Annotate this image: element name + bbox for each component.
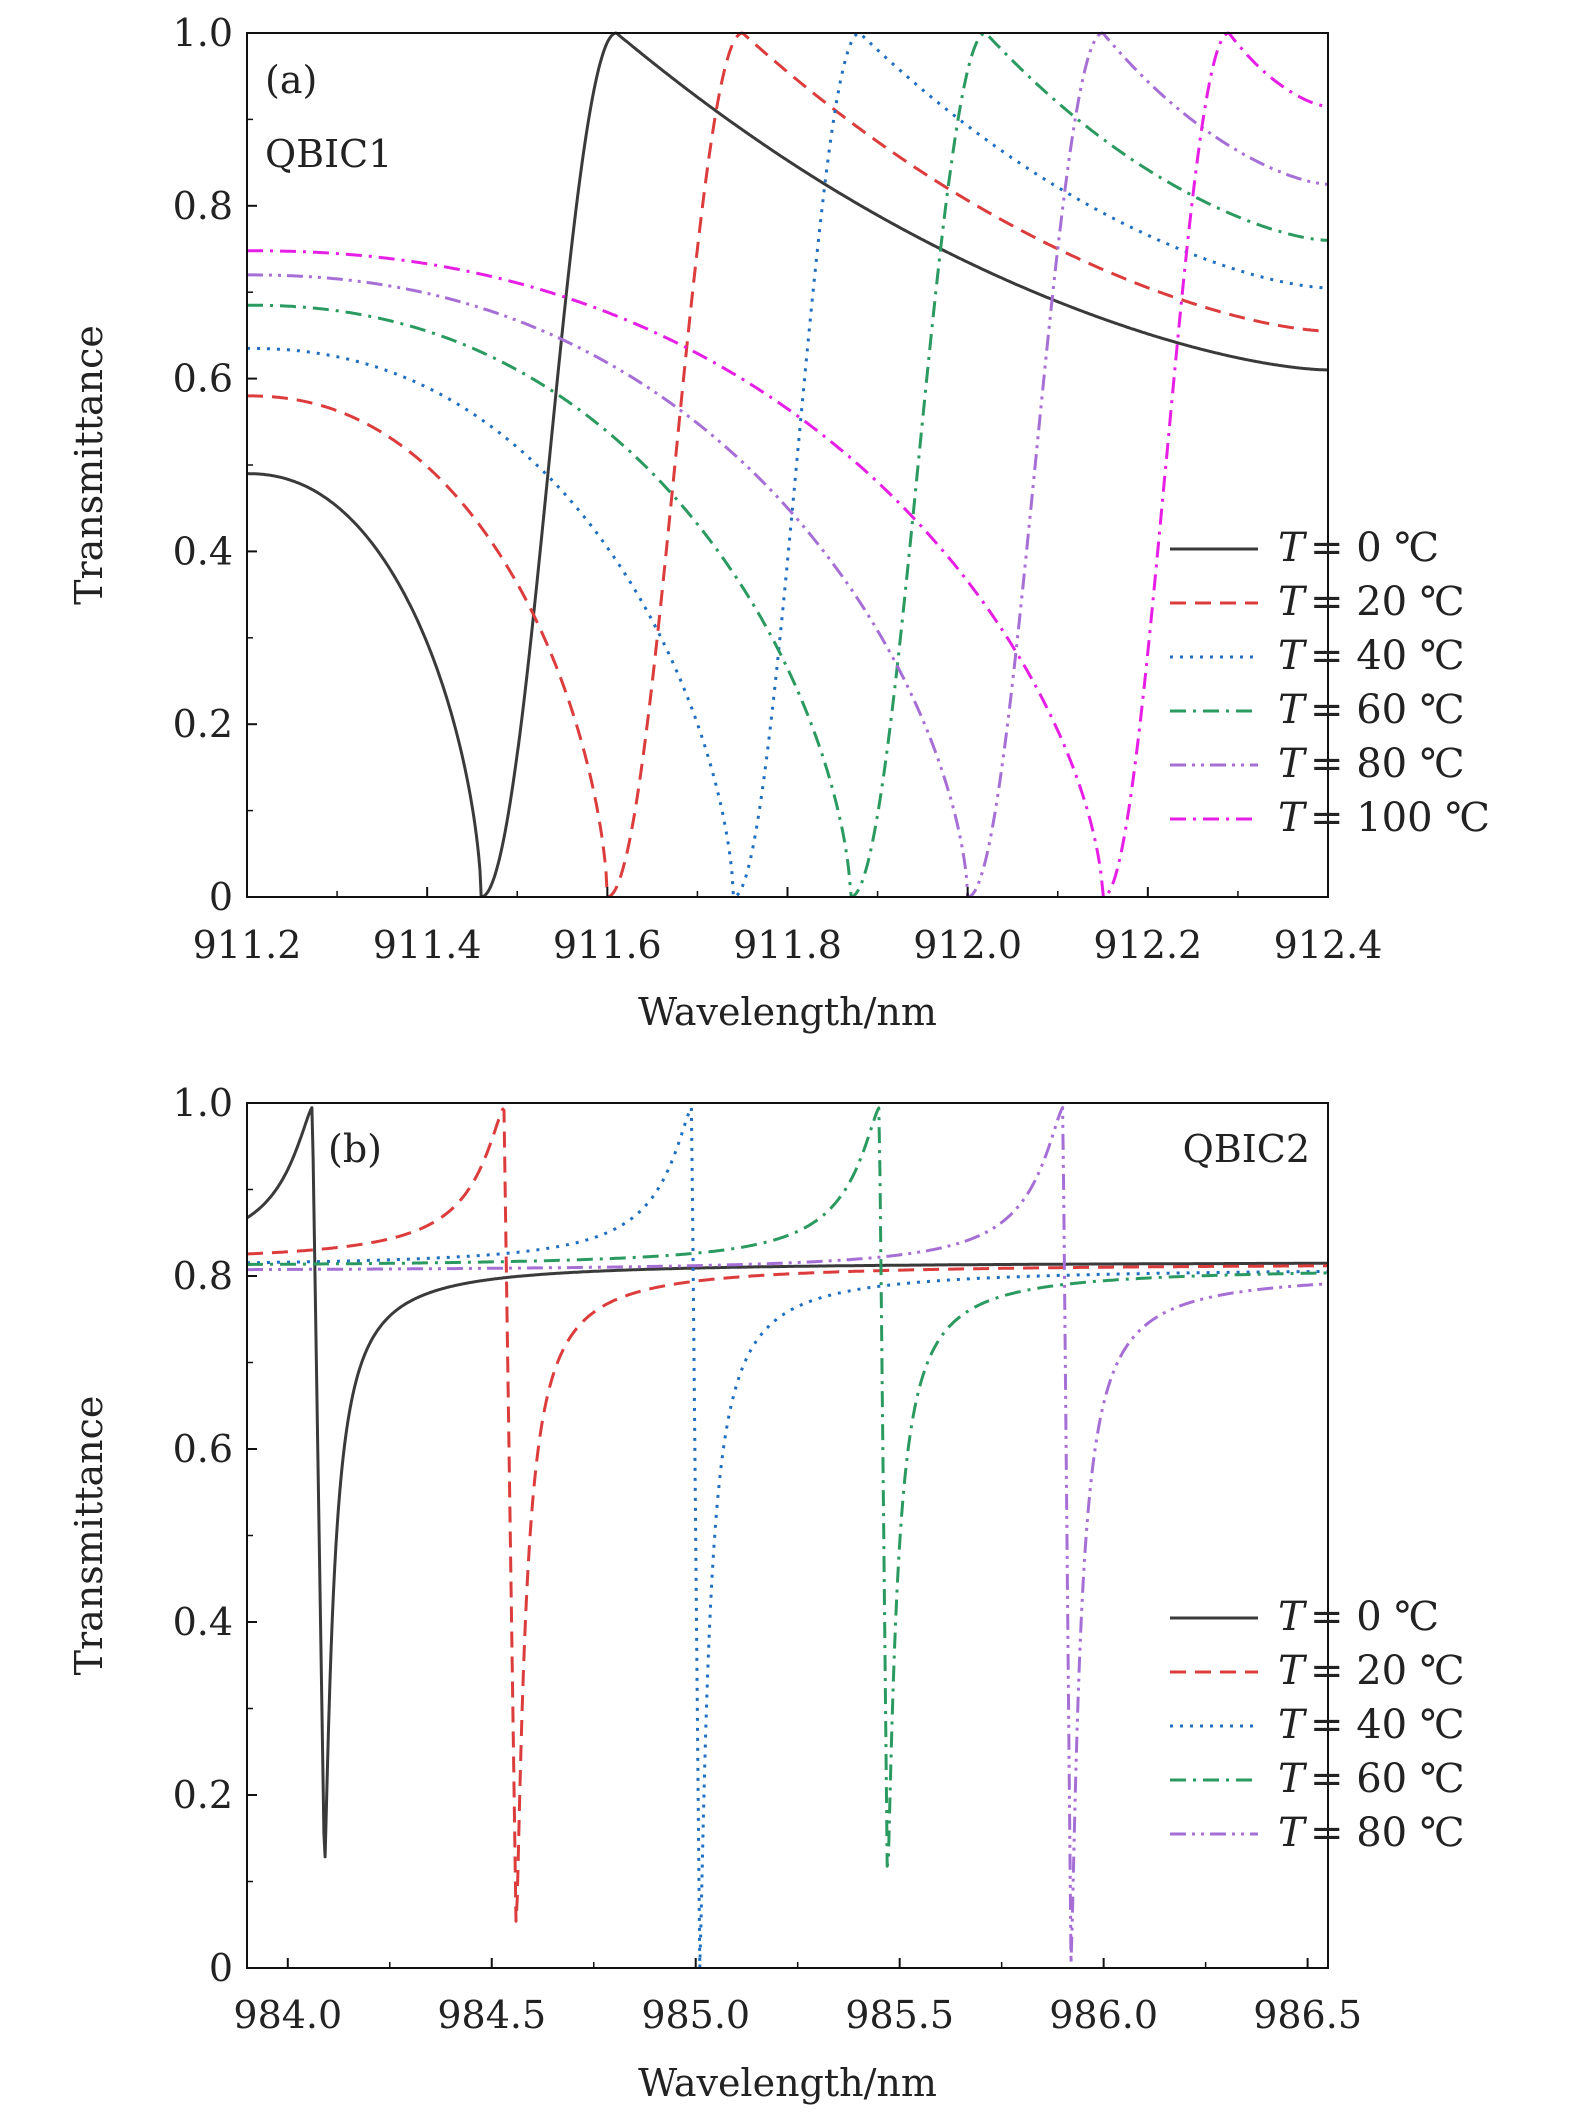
panel-b-legend-label-3: = 60 ℃ [1310,1756,1465,1802]
panel-a-ticks: 911.2 911.4 911.6 911.8 912.0 912.2 912.4 0 0.2 0… [173,11,1383,967]
panel-b-ticks: 984.0 984.5 985.0 985.5 986.0 986.5 0 0.2 0.4 0.6… [173,1081,1362,2037]
panel-a-legend-label-5: = 100 ℃ [1310,795,1490,841]
panel-b-legend: T = 0 ℃T = 20 ℃T = 40 ℃T = 60 ℃T = 80 ℃ [1170,1594,1465,1856]
panel-b-x-tick-label-3: 985.5 [845,1993,954,2037]
panel-a-series-line-5 [247,31,1328,897]
panel-a-legend-symbol-3: T [1278,687,1308,733]
panel-a-label: (a) [265,58,317,102]
panel-a-legend-symbol-5: T [1278,795,1308,841]
panel-b-x-tick-label-4: 986.0 [1049,1993,1158,2037]
panel-a-series-line-4 [247,31,1328,897]
panel-a-x-tick-label-0: 911.2 [193,923,302,967]
panel-b-legend-symbol-2: T [1278,1702,1308,1748]
panel-a-plot-frame [246,32,1329,898]
panel-a-y-axis-label: Transmittance [67,325,111,605]
panel-a-legend-label-2: = 40 ℃ [1310,633,1465,679]
panel-a-x-tick-label-5: 912.2 [1093,923,1202,967]
panel-a-x-tick-label-6: 912.4 [1274,923,1383,967]
panel-a-annotation: QBIC1 [265,132,392,176]
panel-b-legend-symbol-4: T [1278,1810,1308,1856]
panel-b-x-tick-label-1: 984.5 [437,1993,546,2037]
panel-a-series-line-2 [247,31,1328,897]
panel-b-series-lines [247,1106,1328,1968]
panel-a-legend: T = 0 ℃T = 20 ℃T = 40 ℃T = 60 ℃T = 80 ℃T = 100… [1170,525,1490,841]
panel-a-legend-label-1: = 20 ℃ [1310,579,1465,625]
panel-a-legend-symbol-1: T [1278,579,1308,625]
panel-b-x-tick-label-0: 984.0 [233,1993,342,2037]
panel-a-x-tick-label-1: 911.4 [373,923,482,967]
panel-b-legend-symbol-0: T [1278,1594,1308,1640]
panel-a-legend-label-4: = 80 ℃ [1310,741,1465,787]
panel-a-y-tick-label-5: 1.0 [173,11,233,55]
panel-a-y-tick-label-4: 0.8 [173,184,233,228]
panel-a-y-tick-label-0: 0 [209,875,233,919]
panel-a-x-axis-label: Wavelength/nm [638,990,937,1034]
panel-b: 984.0 984.5 985.0 985.5 986.0 986.5 0 0.2 0.4 0.6… [67,1081,1465,2105]
panel-a-x-tick-label-2: 911.6 [553,923,662,967]
panel-b-legend-label-0: = 0 ℃ [1310,1594,1439,1640]
panel-b-y-tick-label-4: 0.8 [173,1254,233,1298]
panel-b-y-tick-label-3: 0.6 [173,1427,233,1471]
panel-b-series-line-1 [247,1107,1328,1923]
panel-a-y-tick-label-3: 0.6 [173,357,233,401]
panel-a-series-line-0 [247,31,1328,897]
panel-b-y-tick-label-0: 0 [209,1946,233,1990]
panel-a-x-tick-label-4: 912.0 [913,923,1022,967]
panel-b-legend-symbol-3: T [1278,1756,1308,1802]
panel-b-series-line-4 [247,1106,1328,1965]
panel-a-series-line-1 [247,31,1328,897]
panel-a-y-tick-label-1: 0.2 [173,702,233,746]
panel-a-series-lines [247,31,1328,897]
panel-a: 911.2 911.4 911.6 911.8 912.0 912.2 912.4 0 0.2 0… [67,11,1490,1034]
panel-a-legend-symbol-4: T [1278,741,1308,787]
panel-b-legend-label-2: = 40 ℃ [1310,1702,1465,1748]
panel-b-annotation: QBIC2 [1183,1127,1310,1171]
panel-b-y-axis-label: Transmittance [67,1396,111,1676]
panel-a-legend-symbol-0: T [1278,525,1308,571]
panel-b-y-tick-label-2: 0.4 [173,1600,233,1644]
panel-a-legend-label-3: = 60 ℃ [1310,687,1465,733]
panel-b-x-tick-label-5: 986.5 [1253,1993,1362,2037]
panel-b-legend-label-4: = 80 ℃ [1310,1810,1465,1856]
panel-b-x-axis-label: Wavelength/nm [638,2061,937,2105]
panel-a-legend-label-0: = 0 ℃ [1310,525,1439,571]
panel-b-series-line-0 [247,1106,1328,1859]
panel-b-label: (b) [328,1127,382,1171]
panel-b-series-line-3 [247,1106,1328,1868]
panel-a-series-line-3 [247,31,1328,897]
panel-b-y-tick-label-1: 0.2 [173,1773,233,1817]
panel-b-y-tick-label-5: 1.0 [173,1081,233,1125]
panel-b-legend-symbol-1: T [1278,1648,1308,1694]
panel-b-x-tick-label-2: 985.0 [641,1993,750,2037]
panel-b-legend-label-1: = 20 ℃ [1310,1648,1465,1694]
panel-a-x-tick-label-3: 911.8 [733,923,842,967]
panel-a-legend-symbol-2: T [1278,633,1308,679]
panel-b-series-line-2 [247,1106,1328,1968]
panel-a-y-tick-label-2: 0.4 [173,529,233,573]
